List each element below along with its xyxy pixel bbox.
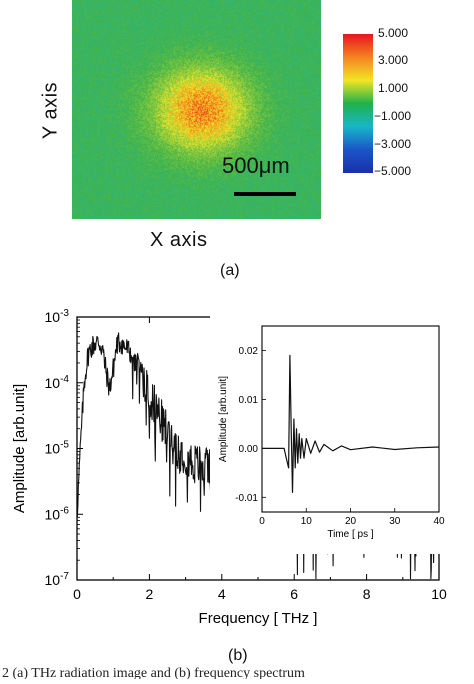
x-tick-label: 8 [363,586,371,602]
inset-x-tick-label: 10 [301,516,313,527]
inset-x-tick-label: 40 [433,516,445,527]
inset-y-tick-label: 0.00 [239,444,259,455]
panel-b-spectrum: 0 2 4 6 8 10 10-7 10-6 10-5 10-4 10-3 Frequency [ T… [0,290,474,679]
colorbar-tick-neg1: −1.000 [374,109,412,123]
spectrum-chart: 0 2 4 6 8 10 10-7 10-6 10-5 10-4 10-3 Frequency [ T… [11,308,449,627]
scale-bar-label: 500μm [222,153,290,178]
inset-y-axis-title: Amplitude [arb.unit] [218,376,229,462]
panel-b-label: (b) [228,647,248,664]
inset-frame [261,325,440,513]
inset-x-axis-title: Time [ ps ] [327,529,374,540]
colorbar-tick-neg5: −5.000 [374,164,412,178]
inset-y-tick-label: 0.02 [239,346,259,357]
y-tick-label: 10-7 [45,571,70,588]
y-axis-title-container: Y axis [21,81,81,141]
inset-y-tick-label: -0.01 [235,493,258,504]
panel-a-label: (a) [220,262,240,279]
inset-x-tick-label: 20 [345,516,357,527]
x-tick-label: 10 [431,586,447,602]
colorbar [343,34,373,173]
inset-x-tick-label: 0 [259,516,265,527]
x-tick-label: 2 [146,586,154,602]
inset-x-tick-label: 30 [389,516,401,527]
caption-strip: 2 (a) THz radiation image and (b) freque… [0,664,474,679]
x-tick-label: 0 [73,586,81,602]
x-axis-title: X axis [150,229,208,251]
scale-bar [234,192,296,196]
panel-a-thz-image: 500μm Y axis X axis 5.000 3.000 1.000 −1… [0,0,474,290]
x-tick-label: 6 [290,586,298,602]
y-tick-label: 10-4 [45,374,70,391]
x-tick-label: 4 [218,586,226,602]
y-tick-label: 10-3 [45,308,70,325]
y-axis-title: Amplitude [arb.unit] [11,384,28,513]
y-tick-label: 10-6 [45,505,70,522]
inset-waveform-line [262,354,440,493]
colorbar-tick-1: 1.000 [378,81,409,95]
x-axis-title: Frequency [ THz ] [199,610,318,627]
figure-caption: 2 (a) THz radiation image and (b) freque… [2,666,305,679]
colorbar-tick-neg3: −3.000 [374,137,412,151]
y-tick-label: 10-5 [45,440,70,457]
colorbar-tick-5: 5.000 [378,26,409,40]
inset-y-tick-label: 0.01 [239,395,259,406]
thz-heatmap [72,0,321,219]
y-axis-title: Y axis [39,81,62,140]
colorbar-tick-3: 3.000 [378,53,409,67]
